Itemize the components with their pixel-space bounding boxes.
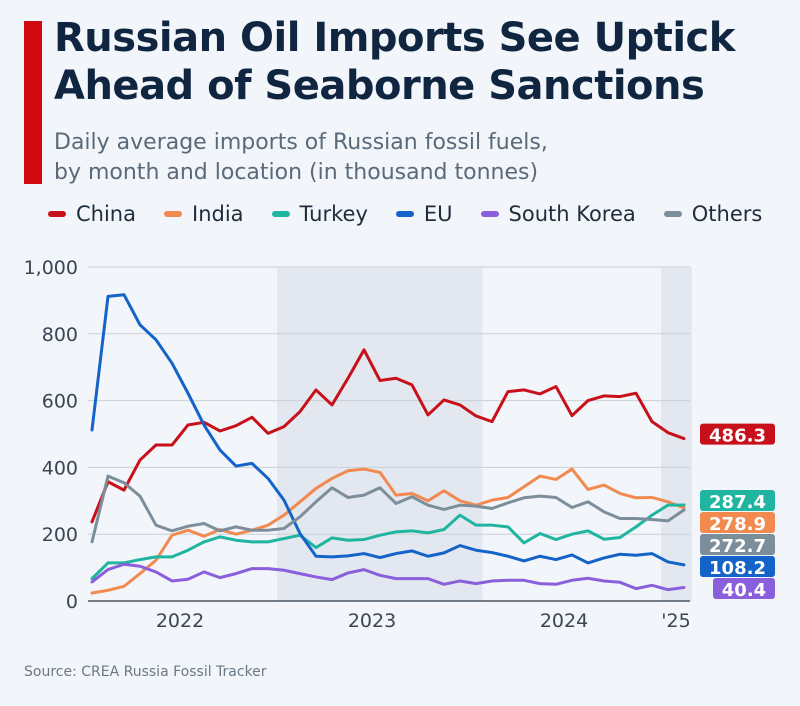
title-line-2: Ahead of Seaborne Sanctions	[54, 63, 705, 109]
legend-label: South Korea	[508, 202, 636, 226]
end-value-label: 272.7	[709, 536, 766, 557]
end-value-badge	[700, 556, 775, 578]
legend-item-turkey: Turkey	[271, 202, 368, 226]
source-note: Source: CREA Russia Fossil Tracker	[24, 664, 267, 680]
end-value-label: 486.3	[709, 426, 766, 447]
end-value-label: 40.4	[722, 580, 766, 601]
legend-item-india: India	[164, 202, 244, 226]
chart-subtitle: Daily average imports of Russian fossil …	[54, 128, 548, 188]
subtitle-line-1: Daily average imports of Russian fossil …	[54, 130, 548, 155]
y-tick-label: 0	[66, 591, 78, 613]
legend-label: China	[76, 202, 136, 226]
legend-item-others: Others	[663, 202, 763, 226]
y-tick-label: 800	[42, 324, 78, 346]
legend-swatch	[480, 211, 499, 217]
x-tick-label: '25	[661, 610, 690, 632]
y-tick-label: 400	[42, 457, 78, 479]
legend-item-china: China	[48, 202, 136, 226]
end-value-badge	[700, 490, 775, 512]
end-value-badge	[700, 512, 775, 534]
legend-swatch	[395, 211, 414, 217]
legend: China India Turkey EU South Korea Others	[48, 202, 790, 226]
end-value-label: 278.9	[709, 514, 766, 535]
y-tick-label: 200	[42, 524, 78, 546]
series-line-others	[90, 474, 686, 544]
series-line-south-korea	[90, 562, 686, 592]
legend-item-eu: EU	[395, 202, 453, 226]
x-tick-label: 2024	[540, 610, 588, 632]
title-accent-bar	[24, 21, 42, 184]
legend-swatch	[48, 211, 66, 217]
end-value-label: 108.2	[709, 558, 766, 579]
legend-swatch	[164, 211, 182, 217]
series-line-china	[90, 348, 686, 524]
year-shading	[661, 267, 692, 601]
y-tick-label: 1,000	[24, 257, 78, 279]
subtitle-line-2: by month and location (in thousand tonne…	[54, 160, 539, 185]
legend-label: Turkey	[299, 202, 368, 226]
legend-label: EU	[423, 202, 453, 226]
legend-label: India	[192, 202, 244, 226]
title-line-1: Russian Oil Imports See Uptick	[54, 15, 735, 61]
series-line-eu	[90, 293, 686, 567]
series-line-india	[90, 467, 686, 595]
legend-swatch	[271, 211, 290, 217]
legend-item-south-korea: South Korea	[480, 202, 636, 226]
x-tick-label: 2023	[348, 610, 396, 632]
end-value-badge	[700, 423, 775, 445]
end-value-badge	[700, 534, 775, 556]
chart-title: Russian Oil Imports See Uptick Ahead of …	[54, 14, 735, 110]
y-tick-label: 600	[42, 391, 78, 413]
end-value-label: 287.4	[709, 492, 766, 513]
end-value-badge	[713, 578, 775, 600]
x-tick-label: 2022	[156, 610, 204, 632]
series-line-turkey	[90, 503, 686, 581]
legend-label: Others	[691, 202, 763, 226]
legend-swatch	[663, 211, 682, 217]
